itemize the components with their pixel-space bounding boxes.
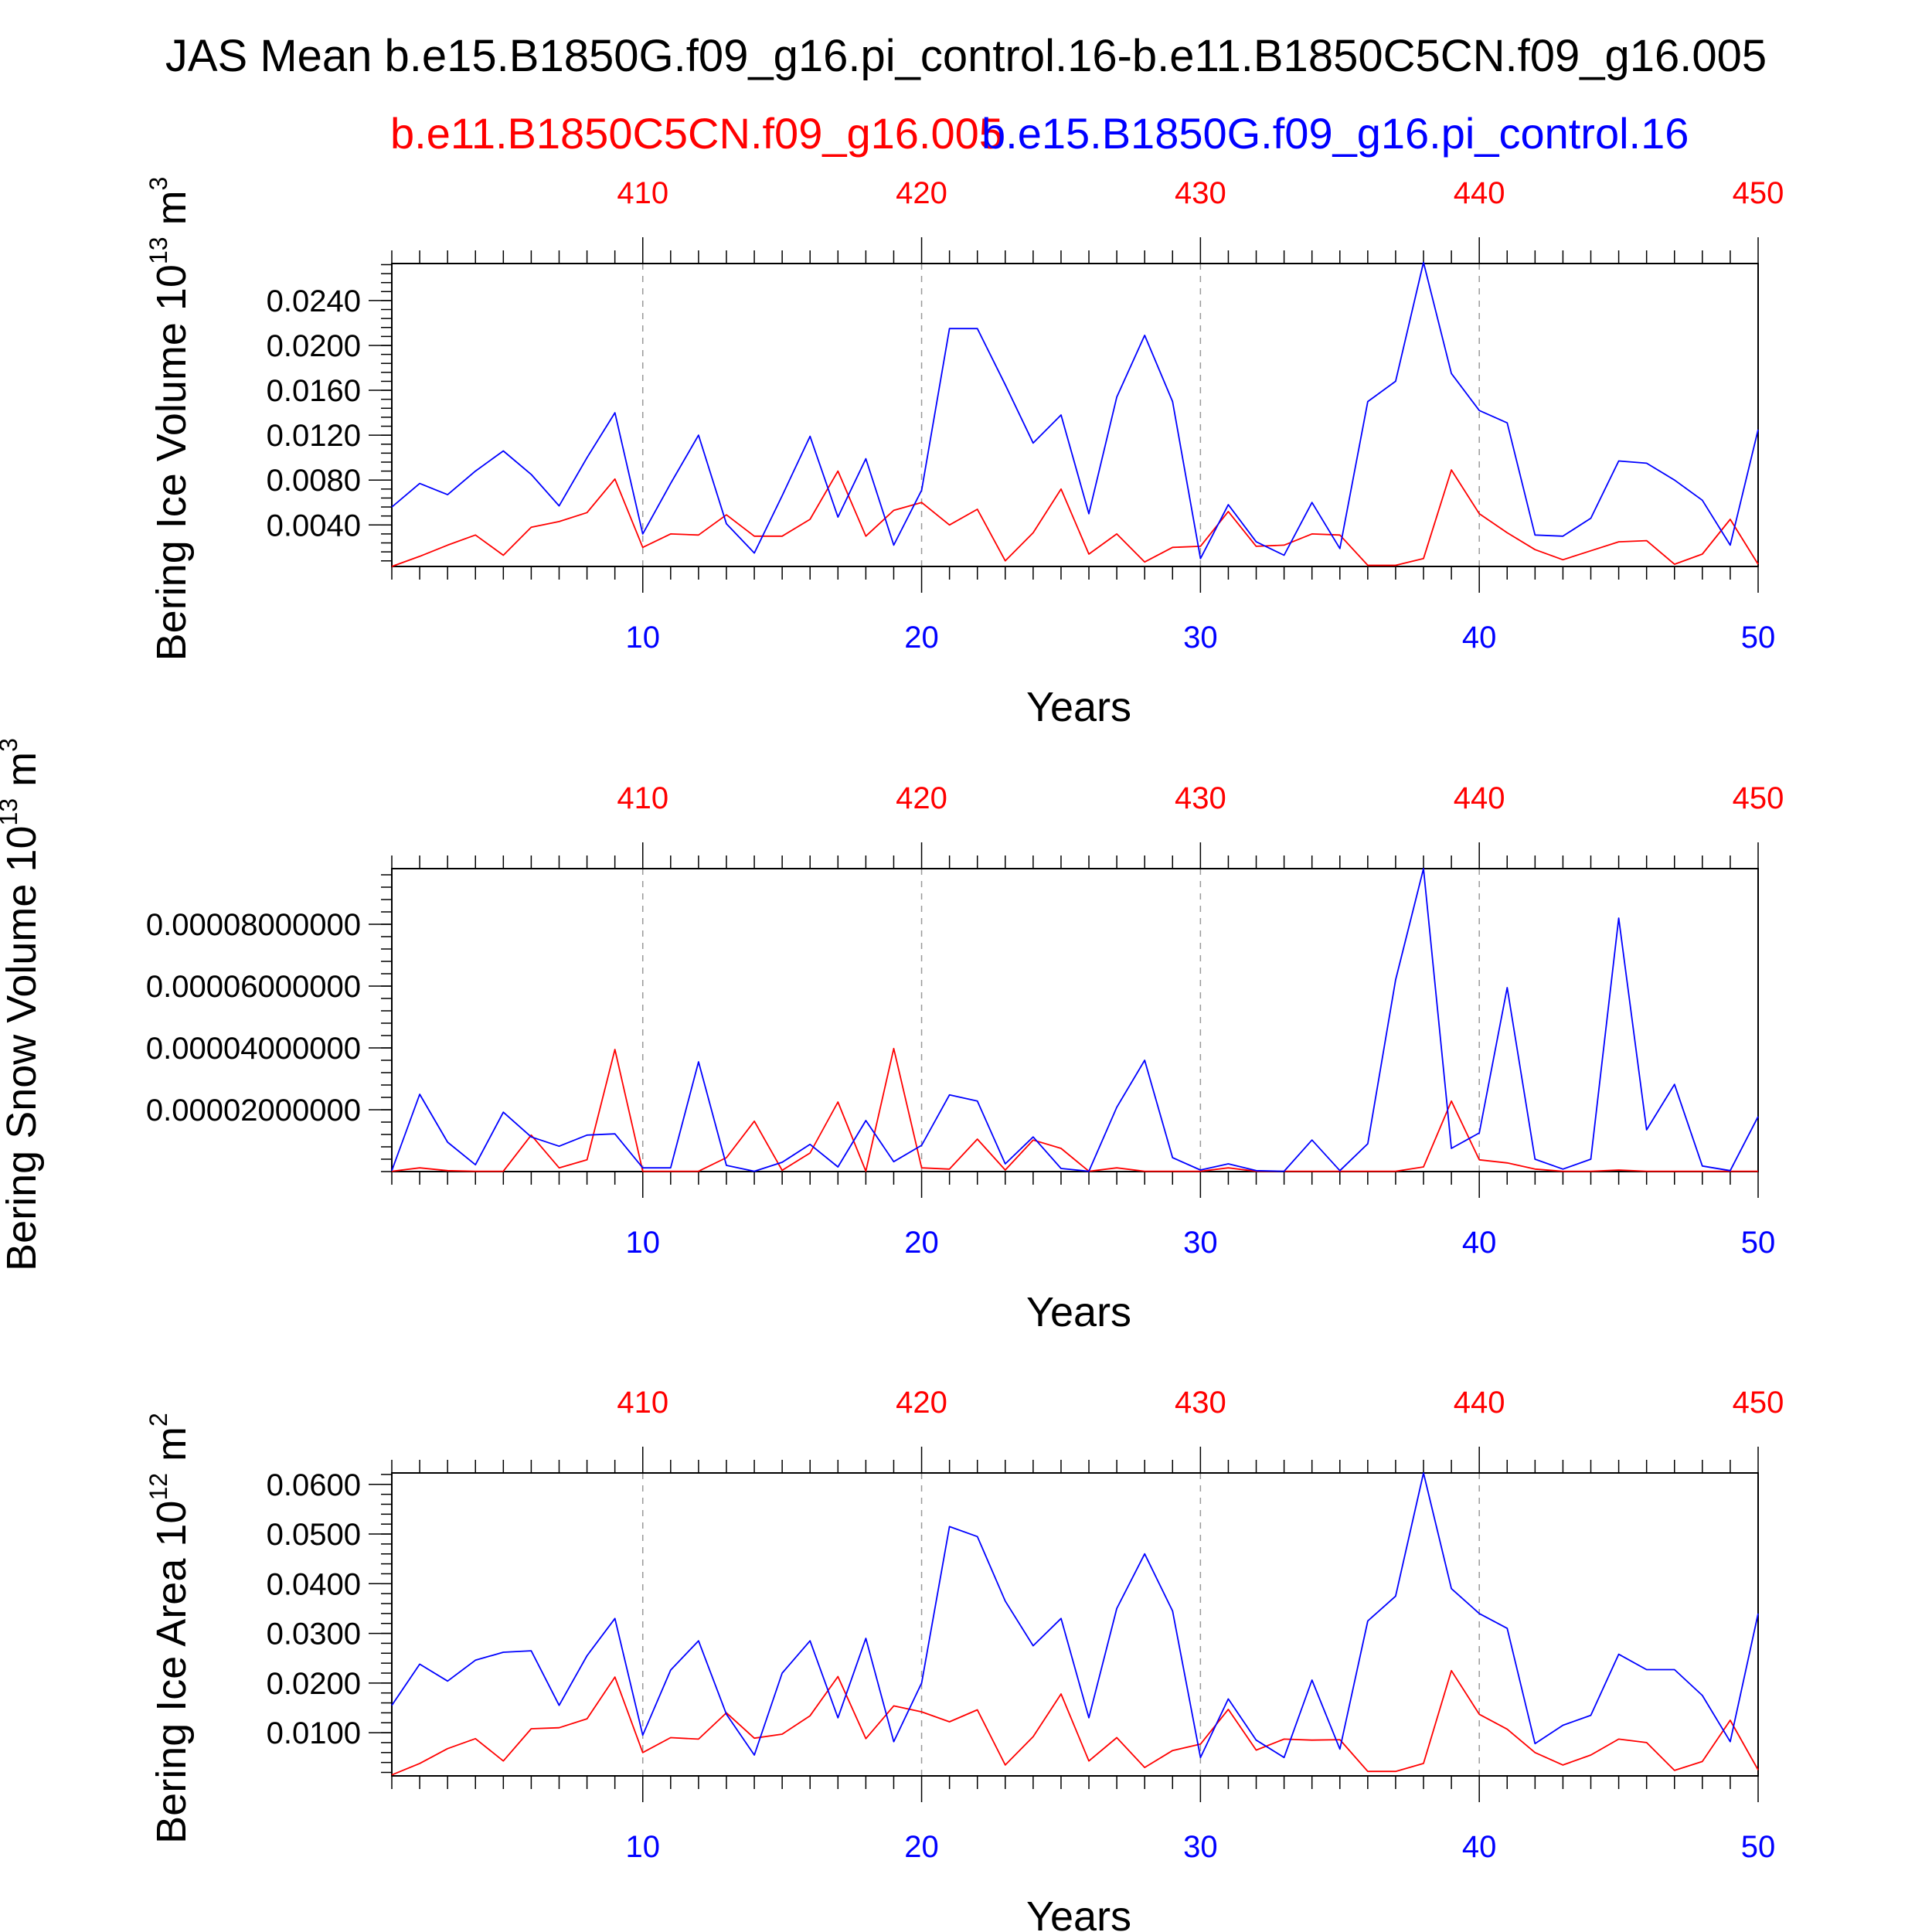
- x-axis-label: Years: [1026, 1893, 1131, 1932]
- x-tick-label-top: 450: [1733, 176, 1784, 210]
- y-axis-label: Bering Ice Area 1012 m2: [145, 1413, 195, 1844]
- y-tick-label: 0.0200: [267, 329, 361, 363]
- y-tick-label: 0.0600: [267, 1468, 361, 1502]
- y-axis-label-exponent: 13: [0, 798, 22, 826]
- y-tick-label: 0.0100: [267, 1716, 361, 1750]
- x-tick-label-top: 440: [1454, 781, 1505, 815]
- x-tick-label-bottom: 20: [904, 1226, 939, 1260]
- chart-panel-3: 0.0100 0.0200 0.0300 0.0400 0.0500 0.0600 10 20…: [145, 1386, 1784, 1932]
- x-tick-label-top: 420: [896, 176, 947, 210]
- x-tick-label-top: 440: [1454, 176, 1505, 210]
- y-axis-label-unit: m: [148, 190, 195, 236]
- y-tick-label: 0.0240: [267, 284, 361, 318]
- series-line-blue: [391, 1472, 1759, 1759]
- y-tick-label: 0.0200: [267, 1667, 361, 1701]
- y-axis-label-unit: m: [148, 1427, 195, 1473]
- x-tick-label-top: 430: [1175, 176, 1226, 210]
- x-tick-label-bottom: 50: [1741, 621, 1776, 655]
- x-tick-label-top: 410: [617, 1386, 668, 1420]
- x-tick-label-bottom: 40: [1462, 621, 1497, 655]
- chart-panel-2: 0.00002000000 0.00004000000 0.00006000000 0…: [0, 738, 1784, 1335]
- y-axis-label-unit-exponent: 2: [145, 1413, 172, 1427]
- x-tick-label-top: 410: [617, 781, 668, 815]
- x-tick-label-bottom: 10: [625, 621, 660, 655]
- x-tick-label-bottom: 10: [625, 1830, 660, 1864]
- y-tick-label: 0.0040: [267, 509, 361, 543]
- y-tick-label: 0.00002000000: [146, 1094, 361, 1128]
- x-axis-label: Years: [1026, 1289, 1131, 1335]
- plot-frame: [391, 868, 1759, 1172]
- y-tick-label: 0.0160: [267, 374, 361, 408]
- x-tick-label-bottom: 20: [904, 1830, 939, 1864]
- y-axis-label-text: Bering Snow Volume 10: [0, 826, 45, 1271]
- y-tick-label: 0.0080: [267, 464, 361, 498]
- series-line-red: [391, 1047, 1758, 1172]
- x-tick-label-bottom: 40: [1462, 1830, 1497, 1864]
- x-tick-label-bottom: 30: [1183, 1830, 1218, 1864]
- series-line-red: [391, 1669, 1759, 1776]
- series-line-blue: [391, 868, 1759, 1172]
- series-line-red: [391, 469, 1759, 567]
- y-axis-label-text: Bering Ice Area 10: [148, 1501, 195, 1844]
- y-tick-label: 0.00004000000: [146, 1032, 361, 1066]
- x-tick-label-top: 410: [617, 176, 668, 210]
- x-tick-label-top: 420: [896, 781, 947, 815]
- plot-frame: [391, 1472, 1759, 1777]
- x-tick-label-top: 450: [1733, 781, 1784, 815]
- x-tick-label-top: 440: [1454, 1386, 1505, 1420]
- plot-frame: [391, 263, 1759, 567]
- x-tick-label-top: 420: [896, 1386, 947, 1420]
- x-tick-label-bottom: 30: [1183, 621, 1218, 655]
- x-tick-label-top: 430: [1175, 1386, 1226, 1420]
- series-line-blue: [391, 261, 1759, 560]
- x-tick-label-bottom: 10: [625, 1226, 660, 1260]
- y-tick-label: 0.00008000000: [146, 908, 361, 942]
- legend-label-blue: b.e15.B1850G.f09_g16.pi_control.16: [981, 109, 1689, 158]
- y-axis-label: Bering Ice Volume 1013 m3: [145, 177, 195, 662]
- y-tick-label: 0.00006000000: [146, 970, 361, 1004]
- chart-title: JAS Mean b.e15.B1850G.f09_g16.pi_control…: [165, 31, 1767, 81]
- y-axis-label-exponent: 12: [145, 1473, 172, 1501]
- chart-panel-1: 0.0040 0.0080 0.0120 0.0160 0.0200 0.0240 10 20…: [145, 176, 1784, 730]
- x-tick-label-bottom: 40: [1462, 1226, 1497, 1260]
- x-tick-label-bottom: 50: [1741, 1226, 1776, 1260]
- y-tick-label: 0.0400: [267, 1567, 361, 1601]
- x-tick-label-bottom: 30: [1183, 1226, 1218, 1260]
- y-axis-label-unit: m: [0, 752, 45, 798]
- x-tick-label-top: 430: [1175, 781, 1226, 815]
- x-tick-label-top: 450: [1733, 1386, 1784, 1420]
- y-axis-label-unit-exponent: 3: [0, 738, 22, 752]
- x-axis-label: Years: [1026, 684, 1131, 730]
- y-tick-label: 0.0120: [267, 419, 361, 453]
- y-axis-label: Bering Snow Volume 1013 m3: [0, 738, 45, 1271]
- y-axis-label-exponent: 13: [145, 236, 172, 264]
- x-tick-label-bottom: 50: [1741, 1830, 1776, 1864]
- y-tick-label: 0.0300: [267, 1617, 361, 1651]
- x-tick-label-bottom: 20: [904, 621, 939, 655]
- legend-label-red: b.e11.B1850C5CN.f09_g16.005: [390, 109, 1003, 158]
- y-tick-label: 0.0500: [267, 1518, 361, 1552]
- y-axis-label-unit-exponent: 3: [145, 177, 172, 191]
- y-axis-label-text: Bering Ice Volume 10: [148, 264, 195, 661]
